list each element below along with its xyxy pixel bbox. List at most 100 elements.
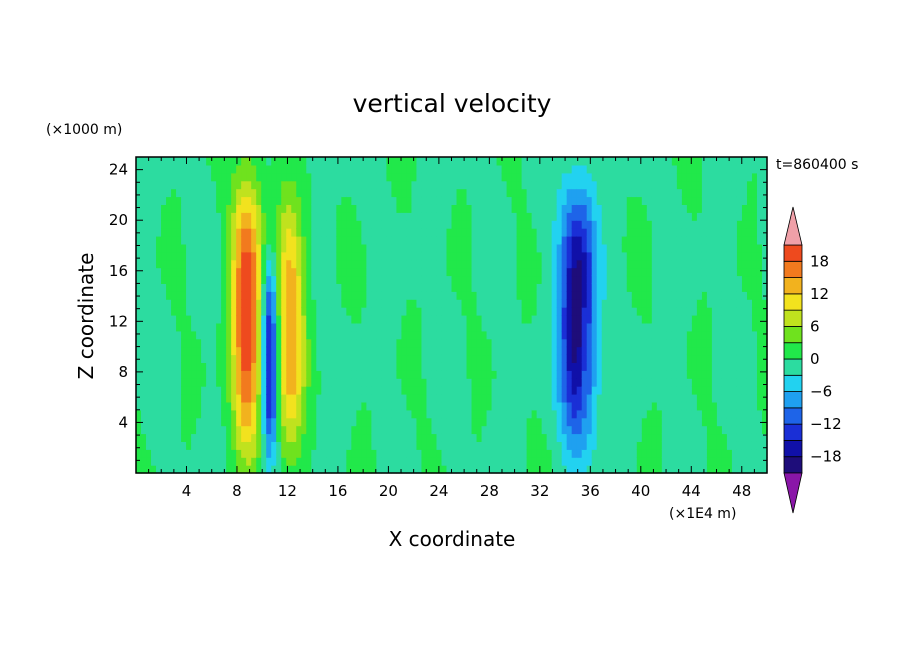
heatmap-cell (346, 441, 352, 450)
heatmap-cell (561, 299, 568, 308)
heatmap-cell (666, 441, 673, 450)
heatmap-cell (186, 394, 192, 403)
heatmap-cell (571, 164, 578, 174)
heatmap-cell (576, 228, 583, 237)
heatmap-cell (706, 164, 713, 174)
heatmap-cell (441, 417, 448, 427)
heatmap-cell (206, 449, 212, 458)
heatmap-cell (476, 354, 483, 363)
heatmap-cell (386, 188, 393, 198)
heatmap-cell (396, 212, 403, 221)
heatmap-cell (161, 228, 167, 237)
heatmap-cell (311, 275, 317, 284)
heatmap-cell (481, 236, 488, 245)
heatmap-cell (581, 275, 588, 284)
heatmap-cell (521, 433, 528, 442)
heatmap-cell (671, 362, 678, 371)
heatmap-cell (456, 370, 463, 379)
heatmap-cell (266, 394, 272, 403)
heatmap-cell (206, 275, 212, 284)
heatmap-cell (336, 425, 342, 435)
heatmap-cell (286, 370, 292, 379)
heatmap-cell (351, 204, 357, 213)
heatmap-cell (236, 267, 242, 277)
heatmap-cell (391, 370, 398, 379)
heatmap-cell (676, 243, 683, 253)
heatmap-cell (436, 204, 443, 213)
heatmap-cell (486, 330, 493, 340)
heatmap-cell (506, 157, 513, 166)
heatmap-cell (656, 188, 663, 198)
heatmap-cell (246, 386, 252, 395)
heatmap-cell (301, 378, 307, 387)
heatmap-cell (421, 330, 428, 340)
heatmap-cell (306, 188, 312, 198)
heatmap-cell (576, 251, 583, 261)
heatmap-cell (236, 362, 242, 371)
heatmap-cell (581, 267, 588, 277)
heatmap-cell (536, 204, 543, 213)
heatmap-cell (746, 291, 753, 300)
heatmap-cell (746, 362, 753, 371)
heatmap-cell (436, 362, 443, 371)
heatmap-cell (546, 172, 553, 182)
heatmap-cell (691, 157, 698, 166)
heatmap-cell (526, 417, 533, 427)
heatmap-cell (256, 417, 262, 427)
heatmap-cell (411, 354, 418, 363)
heatmap-cell (551, 243, 558, 253)
heatmap-cell (726, 259, 733, 269)
heatmap-cell (251, 322, 257, 332)
heatmap-cell (246, 417, 252, 427)
heatmap-cell (166, 275, 172, 284)
heatmap-cell (351, 433, 357, 442)
heatmap-cell (446, 259, 453, 269)
heatmap-cell (141, 157, 147, 166)
heatmap-cell (266, 291, 272, 300)
heatmap-cell (721, 409, 728, 419)
heatmap-cell (226, 401, 232, 411)
heatmap-cell (586, 441, 593, 450)
heatmap-cell (256, 449, 262, 458)
heatmap-cell (741, 433, 748, 442)
heatmap-cell (211, 157, 217, 166)
heatmap-cell (211, 449, 217, 458)
heatmap-cell (671, 259, 678, 269)
heatmap-cell (226, 449, 232, 458)
heatmap-cell (411, 164, 418, 174)
heatmap-cell (266, 307, 272, 316)
heatmap-cell (661, 441, 668, 450)
heatmap-cell (451, 267, 458, 277)
heatmap-cell (241, 259, 247, 269)
heatmap-cell (276, 243, 282, 253)
heatmap-cell (556, 346, 563, 356)
heatmap-cell (666, 212, 673, 221)
heatmap-cell (226, 417, 232, 427)
heatmap-cell (741, 172, 748, 182)
heatmap-cell (591, 338, 598, 348)
heatmap-cell (716, 425, 723, 435)
heatmap-cell (396, 457, 403, 466)
heatmap-cell (446, 275, 453, 284)
heatmap-cell (711, 330, 718, 340)
heatmap-cell (466, 315, 473, 324)
heatmap-cell (386, 465, 393, 474)
heatmap-cell (536, 346, 543, 356)
heatmap-cell (731, 465, 738, 474)
heatmap-cell (416, 220, 423, 229)
heatmap-cell (581, 409, 588, 419)
heatmap-cell (346, 362, 352, 371)
heatmap-cell (486, 220, 493, 229)
heatmap-cell (461, 401, 468, 411)
heatmap-cell (581, 307, 588, 316)
heatmap-cell (736, 378, 743, 387)
heatmap-cell (716, 228, 723, 237)
heatmap-cell (296, 220, 302, 229)
heatmap-cell (376, 275, 382, 284)
heatmap-cell (171, 354, 177, 363)
heatmap-cell (616, 283, 623, 292)
heatmap-cell (486, 283, 493, 292)
heatmap-cell (461, 409, 468, 419)
heatmap-cell (536, 394, 543, 403)
heatmap-cell (646, 307, 653, 316)
